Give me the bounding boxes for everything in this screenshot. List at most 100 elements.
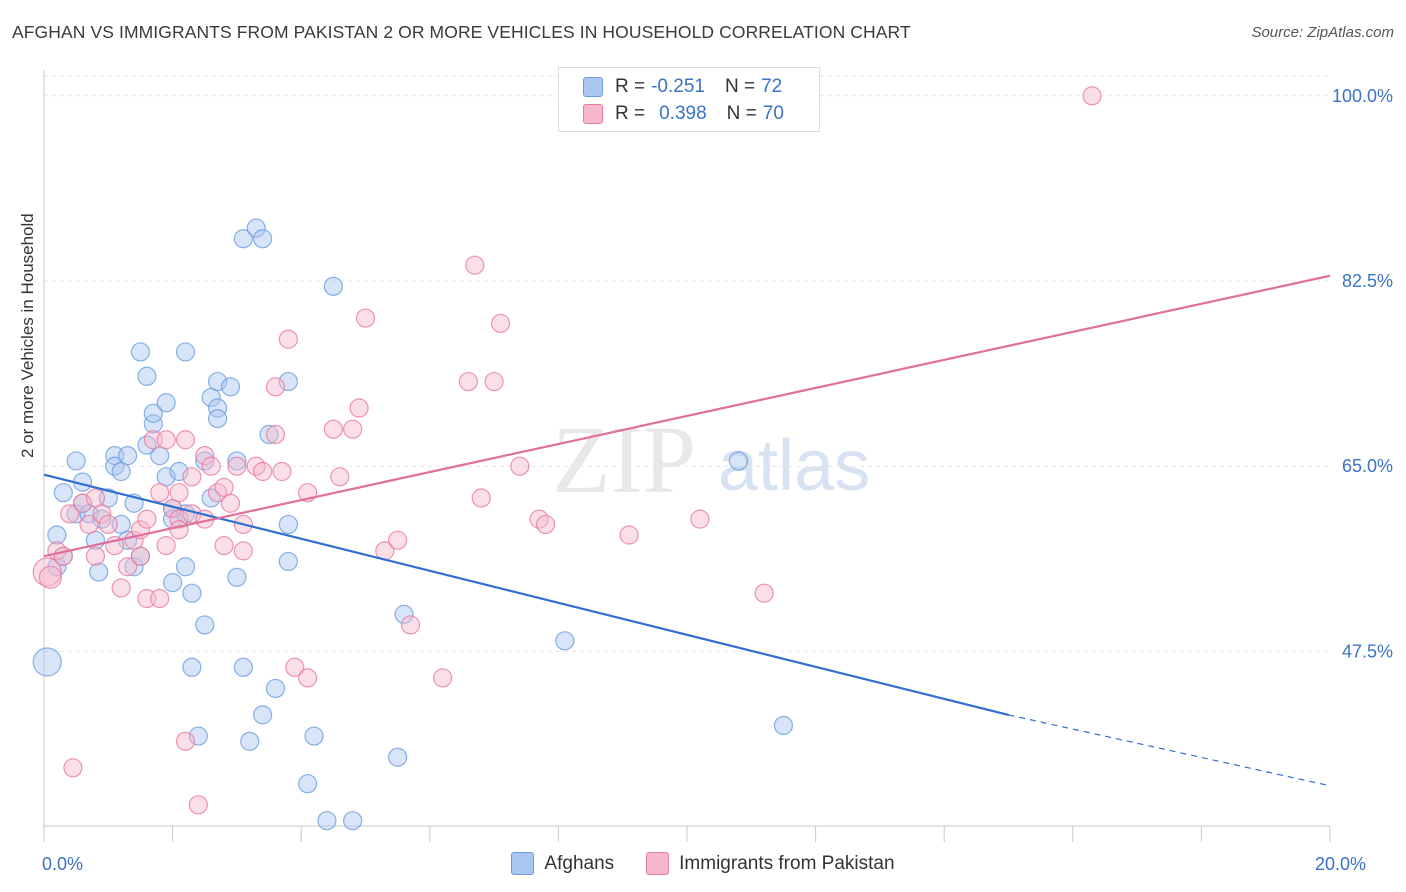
data-point <box>175 557 196 577</box>
r-value-pakistan: 0.398 <box>659 103 707 124</box>
data-point <box>233 657 253 677</box>
data-point <box>156 535 176 556</box>
data-point <box>298 774 318 794</box>
data-point <box>208 483 228 503</box>
trend-line-pakistan <box>43 274 1331 558</box>
legend-label-afghans: Afghans <box>544 852 615 874</box>
r-value-afghans: -0.251 <box>651 76 705 97</box>
data-point <box>510 456 530 476</box>
data-point <box>163 573 183 593</box>
data-point <box>285 657 305 677</box>
legend-label-pakistan: Immigrants from Pakistan <box>679 852 895 874</box>
series-afghans <box>32 218 794 831</box>
data-point <box>201 456 221 476</box>
data-point <box>394 604 414 624</box>
data-point <box>201 488 221 508</box>
data-point <box>137 366 157 386</box>
r-label: R = <box>615 76 646 97</box>
data-point <box>227 456 247 476</box>
data-point <box>458 371 478 392</box>
watermark-zip: ZIP <box>552 406 696 513</box>
data-point <box>246 218 266 238</box>
legend-row-pakistan: R = 0.398 N = 70 <box>583 102 784 126</box>
data-point <box>555 631 575 651</box>
data-point <box>92 504 112 524</box>
data-point <box>220 493 241 513</box>
data-point <box>130 546 151 566</box>
legend-item-pakistan[interactable]: Immigrants from Pakistan <box>646 852 895 875</box>
data-point <box>227 451 247 471</box>
data-point <box>265 377 286 397</box>
data-point <box>323 276 343 296</box>
data-point <box>278 329 298 349</box>
data-point <box>259 424 279 445</box>
data-point <box>265 678 286 699</box>
legend-item-afghans[interactable]: Afghans <box>511 852 614 875</box>
data-point <box>304 726 324 746</box>
data-point <box>529 509 549 529</box>
data-point <box>150 588 170 609</box>
data-point <box>388 747 408 767</box>
data-point <box>484 371 504 392</box>
data-point <box>182 583 202 603</box>
data-point <box>182 657 202 677</box>
n-value-pakistan: 70 <box>762 103 784 124</box>
n-label: N = <box>726 103 757 124</box>
data-point <box>233 229 253 249</box>
y-axis-label: 2 or more Vehicles in Household <box>18 213 37 458</box>
data-point <box>89 562 109 582</box>
data-point <box>111 578 131 598</box>
data-point <box>214 535 234 556</box>
data-point <box>246 456 266 476</box>
data-point <box>79 514 99 535</box>
data-point <box>85 546 106 566</box>
legend-swatch-afghans <box>511 852 535 875</box>
chart-title: AFGHAN VS IMMIGRANTS FROM PAKISTAN 2 OR … <box>12 22 911 42</box>
y-tick-label: 47.5% <box>1342 641 1393 661</box>
r-label: R = <box>615 103 646 124</box>
gridlines <box>44 75 1330 652</box>
data-point <box>265 424 286 445</box>
data-point <box>278 551 298 572</box>
y-tick-label: 65.0% <box>1342 456 1393 476</box>
data-point <box>195 451 215 471</box>
data-point <box>690 509 710 529</box>
data-point <box>343 419 363 439</box>
data-point <box>323 419 343 439</box>
data-point <box>272 461 292 482</box>
data-point <box>38 565 63 589</box>
data-point <box>388 530 408 550</box>
data-point <box>535 514 556 535</box>
data-point <box>72 493 93 513</box>
trend-extension-afghans <box>1008 714 1331 787</box>
data-point <box>63 758 83 778</box>
data-point <box>195 446 215 466</box>
data-point <box>728 451 749 471</box>
n-label: N = <box>724 76 756 97</box>
data-point <box>130 342 151 362</box>
data-point <box>253 461 273 482</box>
data-point <box>471 488 491 508</box>
data-point <box>355 308 376 328</box>
data-point <box>343 811 363 831</box>
y-tick-label: 82.5% <box>1342 271 1393 291</box>
legend-swatch-pakistan <box>646 852 670 875</box>
data-point <box>227 567 247 587</box>
data-point <box>60 504 80 524</box>
data-point <box>253 705 273 725</box>
data-point <box>156 430 176 450</box>
data-point <box>137 509 157 529</box>
data-point <box>137 435 157 455</box>
data-point <box>317 811 337 831</box>
trend-layer <box>43 274 1331 787</box>
data-point <box>150 483 170 503</box>
trend-line-afghans <box>43 473 1009 716</box>
x-tick-label: 0.0% <box>42 854 83 874</box>
data-point <box>208 398 228 418</box>
data-point <box>465 255 485 275</box>
data-point <box>208 371 228 392</box>
data-point <box>1082 86 1102 106</box>
series-layer <box>32 86 1102 831</box>
data-point <box>156 393 176 413</box>
